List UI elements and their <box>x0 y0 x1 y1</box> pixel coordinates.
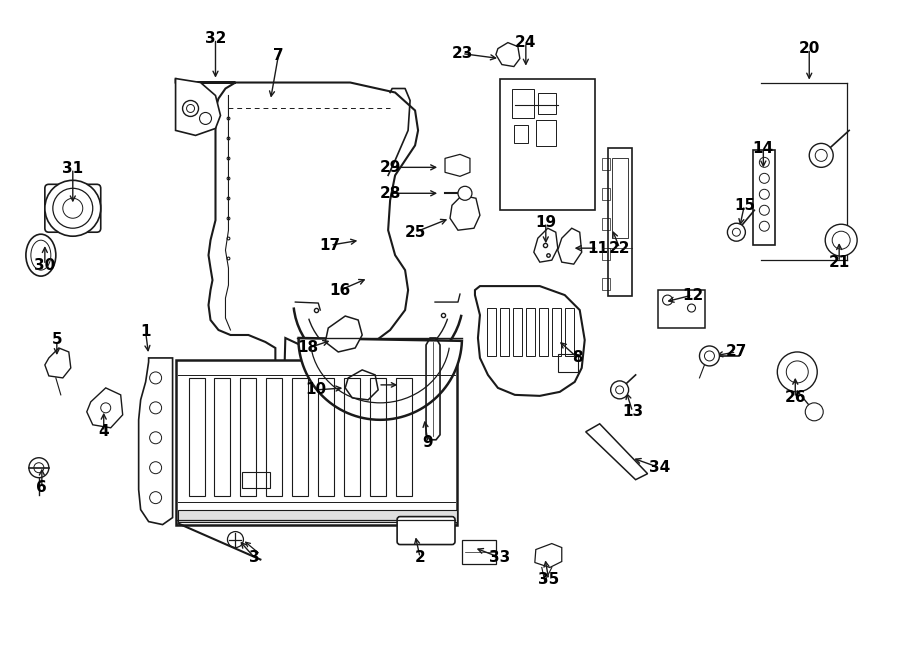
FancyBboxPatch shape <box>45 184 101 232</box>
Bar <box>500 308 508 356</box>
Text: 24: 24 <box>515 35 536 50</box>
Circle shape <box>806 403 824 421</box>
Text: 30: 30 <box>34 258 56 273</box>
Bar <box>602 188 609 201</box>
FancyBboxPatch shape <box>397 516 455 545</box>
Text: 26: 26 <box>785 391 806 405</box>
Polygon shape <box>534 228 558 262</box>
Bar <box>514 125 527 144</box>
Polygon shape <box>299 338 462 420</box>
Polygon shape <box>176 79 220 136</box>
Text: 21: 21 <box>829 255 850 269</box>
Text: 9: 9 <box>423 436 434 450</box>
Text: 13: 13 <box>622 404 644 419</box>
Text: 7: 7 <box>273 48 284 63</box>
Text: 1: 1 <box>140 324 151 340</box>
Bar <box>176 360 457 524</box>
Text: 15: 15 <box>734 198 755 213</box>
Bar <box>658 290 706 328</box>
Bar <box>602 248 609 260</box>
Bar <box>188 378 204 496</box>
Circle shape <box>727 223 745 241</box>
Bar <box>462 540 496 563</box>
Bar <box>536 120 556 146</box>
Polygon shape <box>496 42 520 67</box>
Bar <box>240 378 256 496</box>
Text: 14: 14 <box>752 141 774 156</box>
Text: 5: 5 <box>51 332 62 348</box>
Bar <box>612 158 627 238</box>
Text: 31: 31 <box>62 161 84 176</box>
Bar <box>565 308 573 356</box>
Circle shape <box>228 532 243 547</box>
Text: 16: 16 <box>329 283 351 298</box>
Bar <box>177 510 457 522</box>
Bar <box>552 308 561 356</box>
Bar <box>370 378 386 496</box>
Circle shape <box>611 381 628 399</box>
Text: 32: 32 <box>205 31 226 46</box>
Text: 18: 18 <box>298 340 319 355</box>
Polygon shape <box>586 424 648 480</box>
Circle shape <box>778 352 817 392</box>
Text: 4: 4 <box>98 424 109 440</box>
Text: 25: 25 <box>404 224 426 240</box>
Bar <box>753 150 775 245</box>
Text: 12: 12 <box>682 287 703 303</box>
Polygon shape <box>346 370 378 400</box>
Bar <box>539 308 548 356</box>
Bar <box>512 89 534 118</box>
Text: 35: 35 <box>538 572 560 587</box>
Text: 2: 2 <box>415 550 426 565</box>
Text: 29: 29 <box>380 160 400 175</box>
Bar <box>602 158 609 170</box>
Text: 8: 8 <box>572 350 583 365</box>
Polygon shape <box>450 195 480 230</box>
Text: 28: 28 <box>380 186 400 201</box>
Bar <box>608 148 632 296</box>
Circle shape <box>809 144 833 167</box>
Bar <box>526 308 535 356</box>
Polygon shape <box>45 348 71 378</box>
Text: 6: 6 <box>37 480 47 495</box>
Text: 34: 34 <box>649 460 670 475</box>
Text: 33: 33 <box>490 550 510 565</box>
Text: 22: 22 <box>609 241 630 256</box>
Bar <box>602 218 609 230</box>
Bar <box>500 79 595 211</box>
Bar <box>266 378 283 496</box>
Text: 20: 20 <box>798 41 820 56</box>
Text: 23: 23 <box>451 46 472 61</box>
Polygon shape <box>558 228 581 264</box>
Bar <box>396 378 412 496</box>
Bar <box>487 308 496 356</box>
Polygon shape <box>325 316 362 352</box>
Bar <box>513 308 522 356</box>
Bar <box>292 378 309 496</box>
Bar <box>319 378 334 496</box>
Polygon shape <box>139 358 173 524</box>
Circle shape <box>45 180 101 236</box>
Bar <box>602 278 609 290</box>
Bar <box>344 378 360 496</box>
Bar <box>214 378 230 496</box>
Bar <box>538 93 556 115</box>
Ellipse shape <box>26 234 56 276</box>
Text: 11: 11 <box>587 241 608 256</box>
Circle shape <box>29 457 49 478</box>
Circle shape <box>825 224 857 256</box>
Text: 27: 27 <box>725 344 747 359</box>
Bar <box>558 354 578 372</box>
Text: 3: 3 <box>249 550 260 565</box>
Circle shape <box>458 186 472 201</box>
Text: 19: 19 <box>536 214 556 230</box>
Polygon shape <box>86 388 122 428</box>
Polygon shape <box>535 544 562 567</box>
Circle shape <box>699 346 719 366</box>
Text: 10: 10 <box>306 383 327 397</box>
Polygon shape <box>445 154 470 176</box>
Text: 17: 17 <box>320 238 341 253</box>
Bar <box>242 472 270 488</box>
